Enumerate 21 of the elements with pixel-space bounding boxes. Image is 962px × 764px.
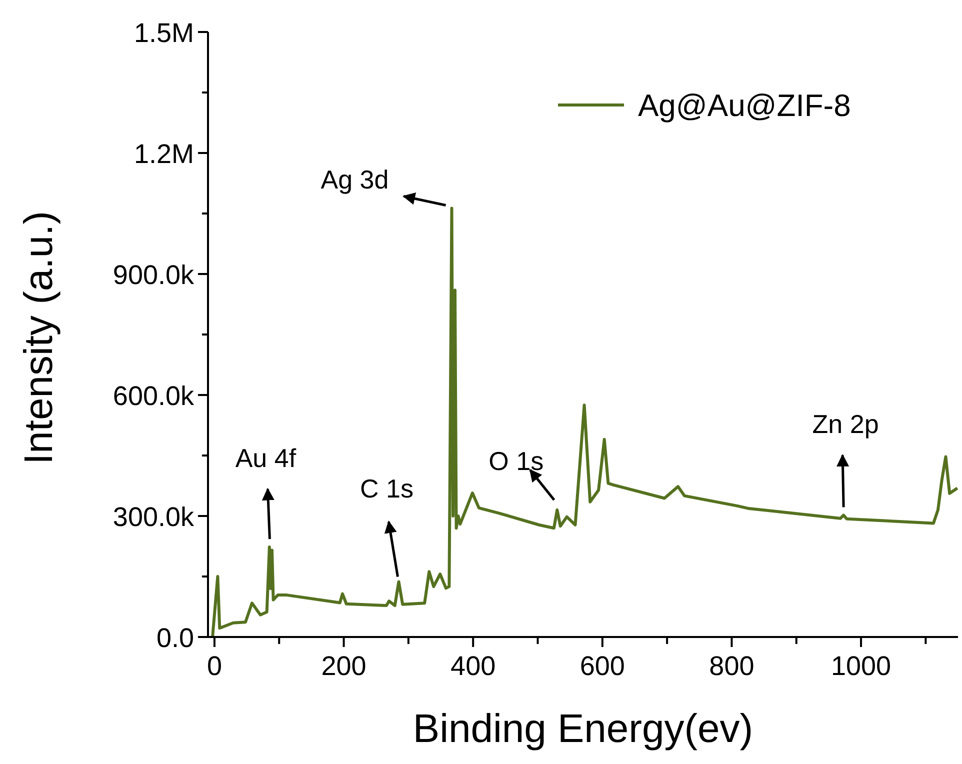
x-tick-label: 800 [709,651,754,681]
y-tick-label: 300.0k [112,502,194,532]
x-tick-label: 600 [580,651,625,681]
annotation: C 1s [360,474,414,504]
y-tick-label: 600.0k [112,381,194,411]
y-tick-label: 0.0 [156,623,194,653]
annotation: O 1s [488,446,544,476]
y-tick-label: 1.2M [134,139,194,169]
y-axis-title: Intensity (a.u.) [17,211,62,464]
x-axis-title: Binding Energy(ev) [412,707,754,751]
annotation: Zn 2p [812,409,879,440]
annotation: Ag 3d [320,164,389,194]
x-tick-label: 1000 [830,651,892,681]
x-tick-label: 400 [450,651,496,681]
y-tick-label: 900.0k [112,260,194,290]
annotation: Au 4f [235,443,297,474]
x-tick-label: 0 [206,651,222,681]
legend-label: Ag@Au@ZIF-8 [638,88,851,123]
line-series [211,206,958,637]
x-tick-label: 200 [321,651,366,681]
y-tick-label: 1.5M [134,18,194,48]
